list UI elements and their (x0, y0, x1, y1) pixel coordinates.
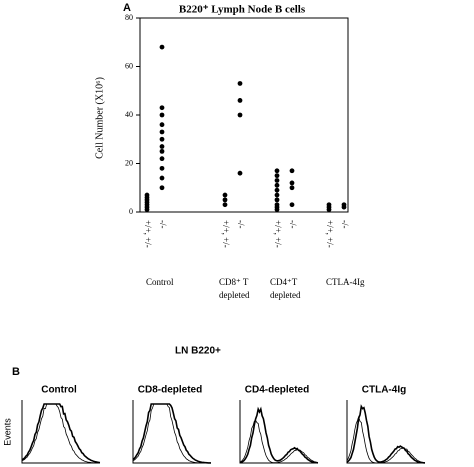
column-label: -/- (236, 220, 246, 229)
dot (289, 185, 295, 191)
plot-frame (139, 17, 349, 213)
dot (237, 98, 243, 103)
histogram-curve (239, 406, 319, 464)
histogram-curve (132, 403, 211, 464)
dot (274, 178, 280, 183)
panel-label: A (123, 2, 131, 14)
dot (237, 81, 243, 86)
y-axis-label: Events (2, 418, 12, 446)
dot (159, 148, 165, 154)
column-label: -/- (158, 220, 168, 229)
histogram-axes (132, 400, 211, 464)
histogram-title: CD8-depleted (138, 385, 202, 396)
dot (222, 197, 228, 203)
dot (159, 122, 165, 128)
histogram-curve (21, 403, 101, 464)
dot (341, 202, 347, 208)
dot (159, 175, 165, 181)
histogram-curve (132, 403, 211, 464)
y-tick-label: 80 (125, 13, 133, 22)
histogram-title: CD4-depleted (245, 385, 309, 396)
y-tick-label: 60 (125, 61, 133, 70)
column-label: -/- (340, 220, 350, 229)
dot (159, 105, 165, 111)
histogram-curve (346, 404, 426, 464)
dot (237, 112, 243, 118)
histogram-axes (239, 400, 318, 464)
dot (274, 207, 280, 212)
y-axis-label: Cell Number (X10⁶) (94, 77, 105, 159)
dot (159, 112, 165, 118)
histogram-curve (239, 419, 319, 464)
histogram-axes (21, 400, 100, 464)
dot (289, 168, 295, 174)
y-tick-label: 40 (125, 110, 133, 119)
column-label: +/+, +/- (325, 220, 335, 248)
histogram-title: Control (41, 385, 77, 396)
group-label: CD4⁺T (270, 277, 298, 287)
column-label: +/+, +/- (273, 220, 283, 248)
dot (159, 165, 165, 171)
y-tick-label: 20 (125, 158, 133, 167)
dot (274, 182, 280, 188)
dot (274, 187, 280, 193)
group-label: CD8⁺ T (219, 277, 249, 287)
column-label: +/+, +/- (143, 220, 153, 248)
group-label: depleted (270, 290, 301, 300)
histogram-title: CTLA-4Ig (362, 385, 406, 396)
chart-title: B220⁺ Lymph Node B cells (179, 4, 306, 16)
dot (159, 44, 165, 50)
group-label: CTLA-4Ig (326, 277, 365, 287)
group-label: Control (146, 277, 174, 287)
panel-label: B (12, 366, 20, 378)
dot (274, 173, 280, 179)
column-label: +/+, +/- (221, 220, 231, 248)
dot (289, 202, 295, 208)
column-label: -/- (288, 220, 298, 229)
group-label: depleted (219, 290, 250, 300)
dot (326, 202, 332, 208)
dot (222, 192, 228, 198)
dot (274, 168, 280, 174)
dot (159, 156, 165, 162)
dot (237, 170, 243, 176)
panel-title: LN B220+ (175, 346, 221, 357)
dot (159, 144, 165, 149)
dot (159, 129, 165, 135)
dot (222, 202, 228, 208)
histogram-axes (346, 400, 425, 464)
y-tick-label: 0 (129, 207, 133, 216)
dot (159, 185, 165, 191)
dot (274, 192, 280, 198)
dot (159, 136, 165, 142)
dot (274, 197, 280, 203)
dot (144, 192, 150, 198)
dot (289, 180, 295, 186)
histogram-curve (21, 403, 101, 464)
histogram-curve (346, 415, 426, 464)
